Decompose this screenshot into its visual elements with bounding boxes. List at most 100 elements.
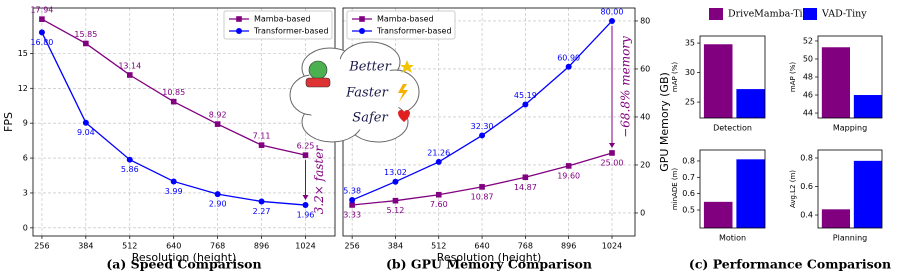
- y-tick-label: 80: [640, 16, 650, 25]
- value-label: 45.19: [514, 91, 537, 100]
- value-label: 7.60: [430, 200, 448, 209]
- value-label: 15.85: [74, 30, 97, 39]
- legend-label: Mamba-based: [254, 15, 311, 24]
- plot-frame: [817, 35, 883, 119]
- marker: [565, 63, 572, 70]
- legend-marker: [236, 28, 242, 34]
- callout-text: Better: [348, 60, 391, 75]
- chart-title: (b) GPU Memory Comparison: [386, 257, 592, 272]
- x-axis-label: Resolution (height): [132, 251, 237, 264]
- value-label: 25.00: [601, 158, 624, 167]
- marker: [258, 198, 265, 205]
- legend-label: Transformer-based: [253, 27, 329, 36]
- x-tick-label: 1024: [602, 242, 622, 251]
- y-tick-label: 0: [640, 208, 645, 217]
- value-label: 21.26: [427, 148, 450, 157]
- y-tick-label: 44: [803, 109, 813, 118]
- x-tick-label: 384: [78, 242, 93, 251]
- x-axis-label: Planning: [833, 234, 867, 243]
- value-label: 17.94: [30, 6, 53, 15]
- legend-marker: [359, 16, 365, 22]
- bar: [853, 95, 882, 118]
- marker: [435, 158, 442, 165]
- y-tick-label: 50: [803, 54, 813, 63]
- y-tick-label: 0.4: [800, 211, 813, 220]
- callout-text: Safer: [352, 111, 388, 126]
- annotation-arrowhead: [302, 195, 309, 201]
- y-tick-label: 35: [685, 39, 695, 48]
- y-tick-label: 15: [18, 49, 28, 58]
- plot-frame: [699, 149, 766, 229]
- y-tick-label: 0.7: [682, 173, 695, 182]
- value-label: 8.92: [209, 111, 227, 120]
- y-axis-label: minADE (m): [671, 168, 679, 211]
- x-tick-label: 512: [122, 242, 137, 251]
- y-tick-label: 6: [23, 154, 28, 163]
- legend-label: DriveMamba-Tiny: [728, 9, 815, 20]
- value-label: 3.99: [165, 187, 183, 196]
- y-axis-label: Avg.L2 (m): [789, 170, 797, 208]
- x-axis-label: Resolution (height): [437, 251, 542, 264]
- value-label: 19.60: [557, 171, 580, 180]
- marker: [392, 197, 399, 204]
- y-tick-label: 0.6: [800, 182, 813, 191]
- value-label: 7.11: [253, 132, 271, 141]
- value-label: 1.96: [297, 211, 315, 220]
- x-tick-label: 384: [388, 242, 403, 251]
- x-axis-label: Motion: [719, 234, 746, 243]
- y-tick-label: 0.5: [682, 206, 695, 215]
- y-tick-label: 40: [640, 112, 650, 121]
- marker: [214, 191, 221, 198]
- marker: [479, 132, 486, 139]
- value-label: 13.14: [118, 62, 141, 71]
- marker: [170, 98, 177, 105]
- legend-swatch: [709, 8, 723, 20]
- x-tick-label: 1024: [295, 242, 315, 251]
- x-tick-label: 640: [474, 242, 489, 251]
- legend-box: [346, 10, 456, 40]
- marker: [565, 163, 572, 169]
- marker: [608, 17, 615, 24]
- y-tick-label: 3: [23, 188, 28, 197]
- marker: [302, 202, 309, 209]
- marker: [170, 178, 177, 185]
- marker: [126, 72, 133, 78]
- y-tick-label: 0.8: [800, 153, 813, 162]
- legend-label: VAD-Tiny: [821, 9, 867, 20]
- value-label: 80.00: [601, 7, 624, 16]
- x-tick-label: 256: [344, 242, 359, 251]
- y-tick-label: 0.6: [682, 189, 695, 198]
- plot-frame: [699, 35, 766, 119]
- chart-title: (a) Speed Comparison: [106, 257, 261, 272]
- value-label: 10.87: [471, 192, 494, 201]
- x-tick-label: 768: [210, 242, 225, 251]
- bar: [821, 209, 850, 228]
- legend-marker: [236, 16, 242, 22]
- value-label: 16.80: [30, 38, 53, 47]
- chart-title: (c) Performance Comparison: [689, 257, 891, 272]
- marker: [126, 156, 133, 163]
- y-tick-label: 20: [640, 160, 650, 169]
- y-axis-label: mAP (%): [671, 62, 679, 92]
- y-axis-label: mAP (%): [789, 62, 797, 92]
- x-tick-label: 896: [254, 242, 269, 251]
- marker: [258, 142, 265, 148]
- legend-swatch: [803, 8, 817, 20]
- x-axis-label: Detection: [713, 124, 752, 133]
- marker: [349, 202, 355, 208]
- marker: [349, 197, 356, 204]
- marker: [83, 40, 89, 47]
- marker: [82, 119, 89, 126]
- callout-text: Faster: [345, 86, 388, 101]
- annotation: 3.2× faster: [312, 145, 326, 215]
- y-tick-label: 0.8: [682, 156, 695, 165]
- x-axis-label: Mapping: [833, 124, 867, 133]
- y-tick-label: 30: [685, 68, 695, 77]
- value-label: 5.38: [343, 187, 361, 196]
- legend-box: [223, 10, 333, 40]
- y-tick-label: 46: [803, 91, 813, 100]
- x-tick-label: 256: [34, 242, 49, 251]
- marker: [479, 184, 485, 190]
- marker: [392, 178, 399, 185]
- marker: [609, 150, 615, 156]
